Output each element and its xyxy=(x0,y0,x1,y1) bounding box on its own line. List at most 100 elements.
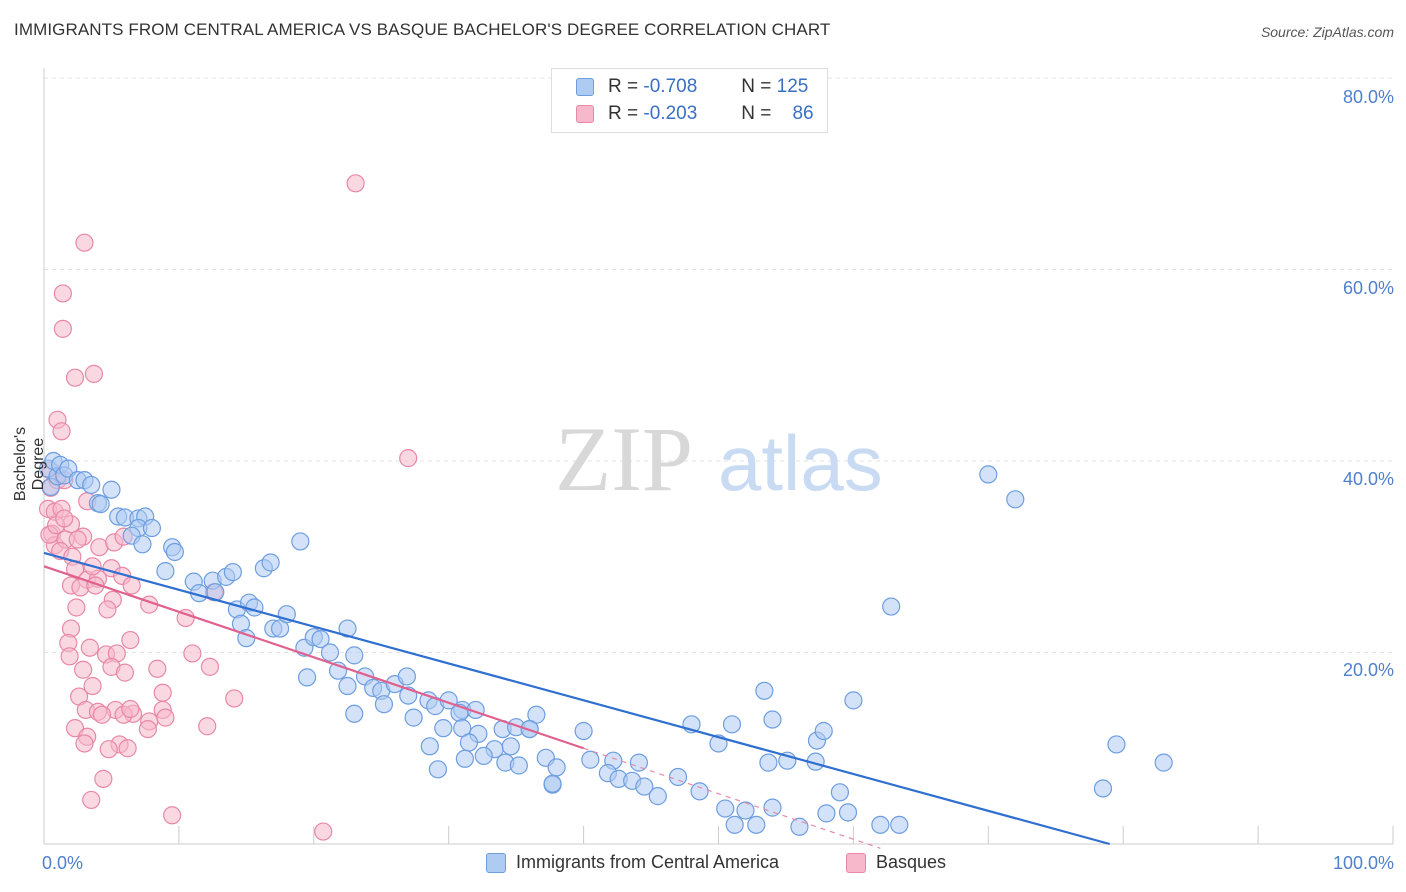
y-tick-label: 60.0% xyxy=(1342,278,1394,298)
series-basques xyxy=(38,174,418,841)
x-tick-label-min: 0.0% xyxy=(42,853,84,873)
data-point-basques xyxy=(55,509,74,528)
data-point-central-america xyxy=(574,721,593,741)
data-point-central-america xyxy=(1093,779,1113,798)
data-point-basques xyxy=(65,368,85,387)
legend-n-value: 86 xyxy=(792,103,814,124)
data-point-central-america xyxy=(747,815,766,834)
data-point-central-america xyxy=(291,532,310,551)
data-point-basques xyxy=(99,740,118,759)
data-point-central-america xyxy=(547,758,566,777)
watermark-zip: ZIP xyxy=(555,408,693,510)
data-point-central-america xyxy=(1006,490,1025,509)
data-point-central-america xyxy=(397,667,416,686)
data-point-central-america xyxy=(404,708,423,727)
data-point-basques xyxy=(118,739,137,758)
data-point-central-america xyxy=(755,681,774,700)
data-point-basques xyxy=(148,659,167,678)
bottom-legend-label: Basques xyxy=(876,852,947,872)
data-point-central-america xyxy=(223,562,242,582)
trend-lines xyxy=(43,551,1110,849)
data-point-central-america xyxy=(629,753,649,772)
data-point-basques xyxy=(74,660,93,679)
data-point-central-america xyxy=(817,804,836,823)
data-point-central-america xyxy=(142,518,162,538)
data-point-central-america xyxy=(838,803,858,822)
data-point-central-america xyxy=(763,710,782,729)
y-axis-label: Bachelor's Degree xyxy=(12,426,47,502)
data-point-central-america xyxy=(716,799,735,818)
data-point-central-america xyxy=(261,553,280,572)
data-point-basques xyxy=(183,644,202,663)
data-point-central-america xyxy=(790,817,809,836)
data-point-basques xyxy=(52,422,71,441)
y-tick-label: 40.0% xyxy=(1342,469,1394,489)
data-point-central-america xyxy=(320,643,340,662)
correlation-legend: R = -0.708 N = 125 R = -0.203 N = 86 xyxy=(551,68,828,133)
bottom-legend-label: Immigrants from Central America xyxy=(516,852,780,872)
data-point-central-america xyxy=(297,668,317,687)
data-point-basques xyxy=(346,174,365,193)
y-tick-label: 80.0% xyxy=(1342,87,1394,107)
trend-line-central-america xyxy=(43,551,1110,846)
data-point-central-america xyxy=(245,598,264,617)
data-point-central-america xyxy=(91,494,110,514)
data-point-central-america xyxy=(459,733,479,752)
data-point-central-america xyxy=(474,746,493,766)
data-point-central-america xyxy=(844,691,863,710)
data-point-central-america xyxy=(543,774,562,793)
data-point-central-america xyxy=(635,777,654,796)
data-point-central-america xyxy=(581,750,600,769)
data-point-central-america xyxy=(165,542,184,562)
data-point-basques xyxy=(225,689,244,708)
data-point-basques xyxy=(68,530,87,549)
data-point-basques xyxy=(163,806,182,825)
data-point-basques xyxy=(198,717,217,736)
legend-n-value: 125 xyxy=(776,76,809,97)
data-point-basques xyxy=(75,734,94,753)
data-point-central-america xyxy=(509,756,528,775)
legend-n-label: N = xyxy=(741,103,772,124)
data-point-central-america xyxy=(133,535,152,554)
data-point-central-america xyxy=(311,629,330,649)
data-point-basques xyxy=(153,683,172,702)
data-point-central-america xyxy=(1107,735,1126,754)
legend-r-label: R = xyxy=(608,76,639,97)
data-point-basques xyxy=(94,769,113,788)
legend-swatch-blue xyxy=(576,78,594,96)
trend-line-basques xyxy=(43,565,584,750)
data-point-central-america xyxy=(501,737,520,756)
data-point-central-america xyxy=(979,465,998,484)
data-point-central-america xyxy=(156,562,175,581)
bottom-legend-central-america: Immigrants from Central America xyxy=(486,852,779,873)
data-point-central-america xyxy=(763,798,782,817)
data-point-basques xyxy=(121,630,140,650)
legend-row-central-america: R = -0.708 N = 125 xyxy=(576,75,808,99)
legend-row-basques: R = -0.203 N = 86 xyxy=(576,102,814,126)
x-tick-label-max: 100.0% xyxy=(1332,853,1394,873)
data-point-basques xyxy=(67,598,86,617)
data-point-basques xyxy=(75,233,94,252)
data-point-basques xyxy=(121,699,140,719)
trend-extension-basques xyxy=(583,747,881,849)
axes xyxy=(43,68,1394,845)
data-point-central-america xyxy=(102,480,121,499)
data-point-central-america xyxy=(736,801,755,820)
bottom-legend-swatch-pink xyxy=(846,852,866,873)
legend-r-value: -0.203 xyxy=(643,103,698,124)
data-point-central-america xyxy=(814,721,833,741)
data-point-central-america xyxy=(648,787,667,806)
data-point-central-america xyxy=(434,719,453,738)
data-point-central-america xyxy=(890,815,909,834)
legend-r-label: R = xyxy=(608,103,639,124)
data-point-basques xyxy=(84,364,104,383)
data-point-basques xyxy=(60,647,79,666)
bottom-legend-basques: Basques xyxy=(846,852,946,873)
legend-r-value: -0.708 xyxy=(643,76,698,97)
data-point-central-america xyxy=(725,815,744,834)
gridlines xyxy=(44,77,1393,653)
legend-n-label: N = xyxy=(741,76,772,97)
data-point-central-america xyxy=(338,619,357,638)
data-point-central-america xyxy=(690,782,709,801)
data-point-central-america xyxy=(345,646,364,665)
